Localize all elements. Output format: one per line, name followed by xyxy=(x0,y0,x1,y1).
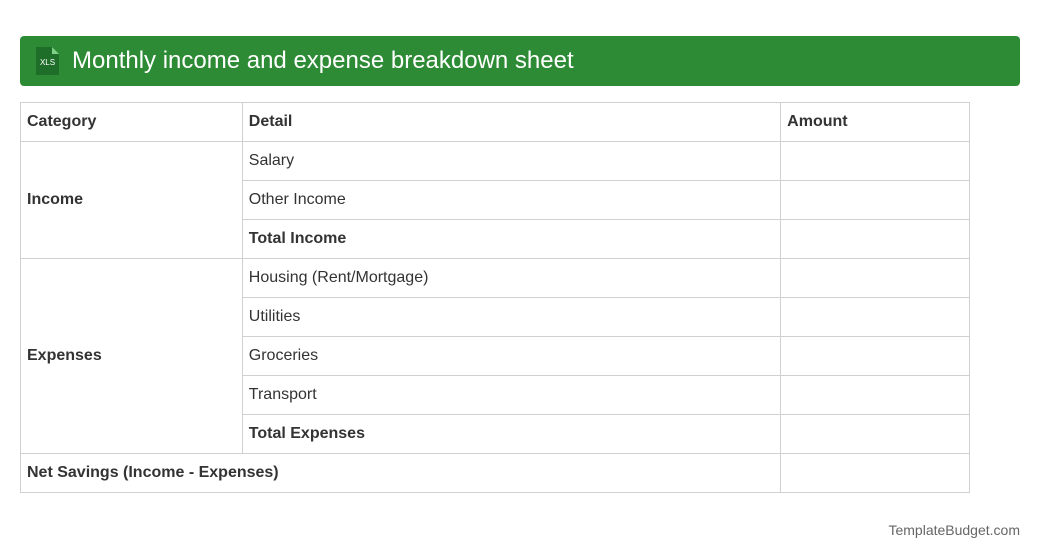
budget-table: Category Detail Amount Income Salary Oth… xyxy=(19,102,970,493)
detail-cell: Groceries xyxy=(241,336,782,376)
detail-cell: Other Income xyxy=(241,180,782,220)
title: Monthly income and expense breakdown she… xyxy=(72,47,574,74)
header-row: Category Detail Amount xyxy=(20,102,970,142)
amount-cell xyxy=(780,453,970,493)
amount-cell xyxy=(780,297,970,337)
amount-cell xyxy=(780,180,970,220)
header-bar: XLS Monthly income and expense breakdown… xyxy=(20,36,1020,86)
amount-cell xyxy=(780,414,970,454)
category-cell: Income xyxy=(20,141,243,259)
amount-cell xyxy=(780,336,970,376)
amount-cell xyxy=(780,258,970,298)
row: Other Income xyxy=(21,180,970,220)
column-header: Amount xyxy=(780,102,970,142)
row: Net Savings (Income - Expenses) xyxy=(19,453,970,493)
icon-label: XLS xyxy=(40,58,55,67)
total-cell: Total Income xyxy=(241,219,782,259)
row: Expenses Housing (Rent/Mortgage) xyxy=(20,258,970,454)
detail-cell: Housing (Rent/Mortgage) xyxy=(241,258,782,298)
amount-cell xyxy=(780,219,970,259)
detail-cell: Transport xyxy=(241,375,782,415)
column-header: Category xyxy=(20,102,243,142)
detail-cell: Salary xyxy=(241,141,782,181)
row: Utilities xyxy=(21,297,970,337)
footer: TemplateBudget.com xyxy=(888,522,1020,538)
amount-cell xyxy=(780,141,970,181)
net-savings-cell: Net Savings (Income - Expenses) xyxy=(19,453,782,493)
amount-cell xyxy=(780,375,970,415)
column-header: Detail xyxy=(241,102,782,142)
category-cell: Expenses xyxy=(20,258,243,454)
detail-cell: Utilities xyxy=(241,297,782,337)
xls-icon: XLS xyxy=(36,47,59,75)
total-cell: Total Expenses xyxy=(241,414,782,454)
icon-fold xyxy=(52,47,59,54)
row: Transport xyxy=(21,375,970,415)
row: Income Salary xyxy=(20,141,970,259)
